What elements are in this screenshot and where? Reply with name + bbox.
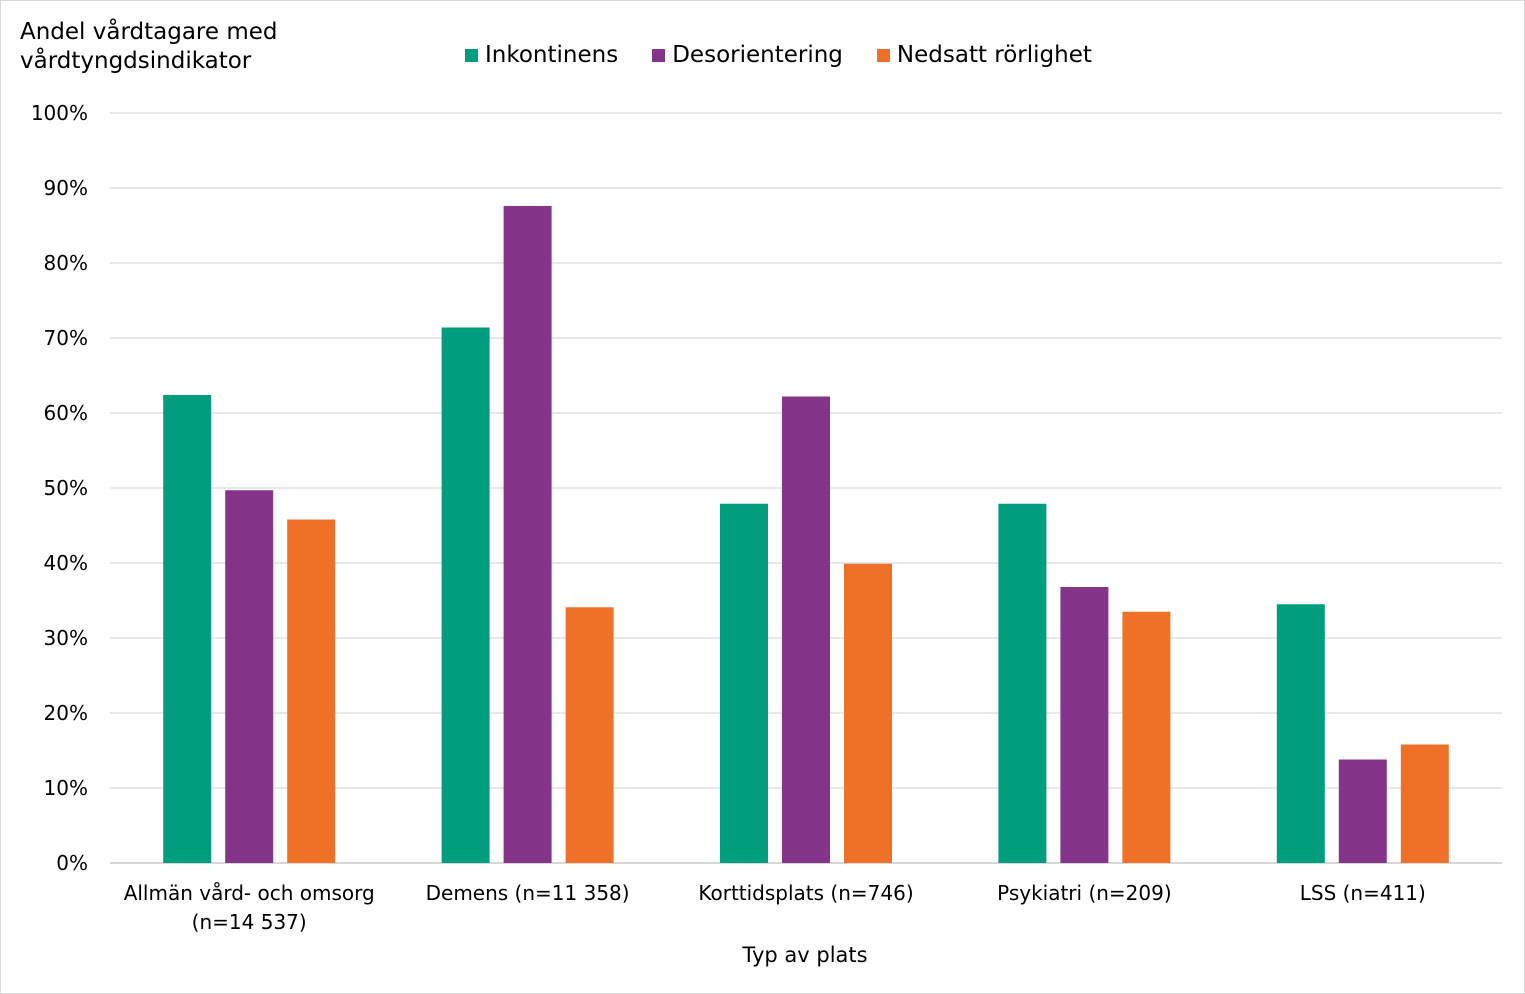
y-axis-title: Andel vårdtagare med vårdtyngdsindikator <box>20 18 280 76</box>
legend-item-inkontinens: Inkontinens <box>465 42 618 68</box>
x-axis-title: Typ av plats <box>741 943 867 967</box>
bar-inkontinens <box>441 327 490 863</box>
y-axis-title-line-2: vårdtyngdsindikator <box>20 48 252 74</box>
x-category-label: (n=14 537) <box>192 910 307 934</box>
x-category-label: LSS (n=411) <box>1300 881 1426 905</box>
legend-label-inkontinens: Inkontinens <box>485 42 619 68</box>
bar-desorientering <box>503 206 552 863</box>
legend-swatch-nedsatt-rorlighet <box>876 48 890 62</box>
y-tick-label: 40% <box>44 551 88 575</box>
bars <box>163 206 1449 863</box>
legend-swatch-desorientering <box>652 48 666 62</box>
y-tick-label: 20% <box>44 701 88 725</box>
x-category-label: Demens (n=11 358) <box>426 881 630 905</box>
legend-label-nedsatt-rorlighet: Nedsatt rörlighet <box>896 42 1092 68</box>
bar-inkontinens <box>998 503 1047 863</box>
legend: Inkontinens Desorientering Nedsatt rörli… <box>465 40 1126 70</box>
bar-nedsatt-rörlighet <box>1400 744 1449 863</box>
bar-nedsatt-rörlighet <box>1122 611 1171 863</box>
y-axis-title-line-1: Andel vårdtagare med <box>20 19 278 45</box>
bar-desorientering <box>1338 759 1387 863</box>
y-tick-label: 100% <box>31 101 88 125</box>
bar-inkontinens <box>163 395 212 863</box>
legend-item-nedsatt-rorlighet: Nedsatt rörlighet <box>876 42 1092 68</box>
bar-nedsatt-rörlighet <box>565 607 614 863</box>
y-tick-label: 90% <box>44 176 88 200</box>
y-tick-label: 30% <box>44 626 88 650</box>
bar-inkontinens <box>1276 604 1325 863</box>
x-category-label: Allmän vård- och omsorg <box>124 881 375 905</box>
y-tick-label: 0% <box>56 851 88 875</box>
bar-desorientering <box>225 490 274 863</box>
legend-label-desorientering: Desorientering <box>672 42 843 68</box>
y-tick-label: 50% <box>44 476 88 500</box>
x-category-label: Psykiatri (n=209) <box>997 881 1172 905</box>
x-category-label: Korttidsplats (n=746) <box>698 881 913 905</box>
legend-item-desorientering: Desorientering <box>652 42 843 68</box>
y-tick-label: 80% <box>44 251 88 275</box>
y-tick-label: 10% <box>44 776 88 800</box>
legend-swatch-inkontinens <box>465 48 478 62</box>
y-axis-ticks: 0% 10% 20% 30% 40% 50% 60% 70% 80% 90% 100% <box>31 101 88 875</box>
x-axis-categories: Allmän vård- och omsorg (n=14 537) Demens … <box>124 881 1426 934</box>
bar-desorientering <box>1060 587 1109 863</box>
y-tick-label: 70% <box>44 326 88 350</box>
bar-desorientering <box>782 396 830 863</box>
bar-nedsatt-rörlighet <box>844 563 892 863</box>
bar-inkontinens <box>720 503 768 863</box>
bar-nedsatt-rörlighet <box>287 519 336 863</box>
y-tick-label: 60% <box>44 401 88 425</box>
